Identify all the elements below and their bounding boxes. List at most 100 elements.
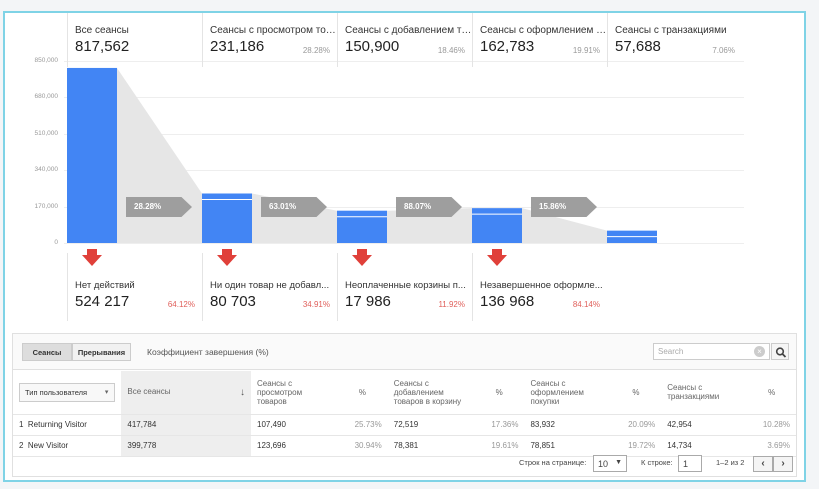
column-header[interactable]: Сеансы с добавлением товаров в корзину (387, 371, 474, 415)
funnel-step-header[interactable]: Сеансы с оформлением п... 162,783 19.91% (472, 13, 607, 67)
gridline (64, 61, 744, 62)
tab-interruptions[interactable]: Прерывания (72, 343, 131, 361)
chevron-right-icon: › (781, 458, 785, 469)
step-percent: 19.91% (572, 46, 600, 55)
cell: 14,734 (661, 435, 748, 457)
funnel-bar[interactable] (337, 210, 387, 243)
cell: 42,954 (661, 414, 748, 436)
column-header[interactable]: % (473, 371, 525, 415)
y-tick-label: 510,000 (34, 129, 59, 137)
cell: 3.69% (747, 435, 796, 457)
exit-arrow-icon (82, 249, 102, 266)
cell: 78,851 (524, 435, 611, 457)
funnel-step-header[interactable]: Сеансы с добавлением то... 150,900 18.46% (337, 13, 472, 67)
column-header[interactable]: % (610, 371, 662, 415)
row-dimension[interactable]: New Visitor (27, 441, 69, 450)
dimension-select[interactable]: Тип пользователя ▾ (19, 382, 116, 402)
rows-per-page-value: 10 (598, 459, 609, 469)
gridline (64, 170, 744, 172)
funnel-step-header[interactable]: Сеансы с транзакциями 57,688 7.06% (607, 13, 742, 67)
cell: 17.36% (473, 414, 525, 436)
exit-step[interactable]: Неоплаченные корзины п... 17 986 11.92% (337, 253, 472, 321)
gridline (64, 133, 744, 135)
funnel-bar[interactable] (67, 67, 117, 243)
funnel-bar[interactable] (202, 193, 252, 243)
y-tick-label: 850,000 (34, 57, 59, 64)
exit-step[interactable]: Ни один товар не добавл... 80 703 34.91% (202, 253, 337, 321)
column-header[interactable]: % (747, 371, 796, 415)
chevron-down-icon: ▼ (615, 459, 622, 466)
goto-row-input[interactable]: 1 (678, 455, 702, 472)
cell: 83,932 (524, 414, 611, 436)
cell: 19.72% (610, 435, 662, 457)
exit-label: Незавершенное оформле... (480, 280, 603, 291)
exit-label: Ни один товар не добавл... (210, 280, 330, 291)
funnel-bar[interactable] (472, 208, 522, 243)
exit-value: 80 703 (210, 293, 256, 310)
chevron-down-icon: ▾ (104, 388, 109, 396)
funnel-step-header[interactable]: Сеансы с просмотром тов... 231,186 28.28% (202, 13, 337, 67)
y-tick-label: 340,000 (34, 166, 59, 174)
funnel-step-header[interactable]: Все сеансы 817,562 (67, 13, 202, 67)
cell: 399,778 (121, 435, 252, 457)
gridline (64, 97, 744, 99)
search-input[interactable]: Search × (653, 343, 770, 360)
cell: 107,490 (251, 414, 338, 436)
page-range: 1–2 из 2 (716, 458, 745, 467)
step-value: 231,186 (210, 38, 265, 55)
step-value: 162,783 (480, 38, 535, 55)
exit-label: Неоплаченные корзины п... (345, 280, 466, 291)
y-tick-label: 680,000 (34, 93, 59, 101)
column-header[interactable]: Сеансы с просмотром товаров (251, 371, 338, 415)
rows-per-page-label: Строк на странице: (519, 458, 587, 467)
exit-percent: 11.92% (438, 300, 465, 309)
next-page-button[interactable]: › (773, 456, 793, 472)
step-label: Сеансы с добавлением то... (345, 25, 472, 36)
cell: 417,784 (121, 414, 252, 436)
funnel-table: Сеансы Прерывания Коэффициент завершения… (12, 333, 797, 477)
goto-row-label: К строке: (641, 458, 673, 467)
column-header[interactable]: % (337, 371, 388, 415)
exit-arrow-icon (487, 249, 507, 266)
row-index: 1 (19, 420, 24, 429)
cell: 78,381 (387, 435, 474, 457)
row-index: 2 (19, 441, 24, 450)
step-label: Сеансы с транзакциями (615, 25, 727, 36)
step-value: 150,900 (345, 38, 400, 55)
gridline (64, 243, 744, 244)
data-table: Тип пользователя ▾ Все сеансы ↓ Сеансы с… (13, 371, 796, 457)
conversion-rate-tag: 28.28% (126, 197, 192, 217)
column-header[interactable]: Все сеансы ↓ (121, 371, 252, 415)
row-dimension[interactable]: Returning Visitor (27, 420, 87, 429)
column-header[interactable]: Сеансы с транзакциями (661, 371, 748, 415)
exit-percent: 84.14% (572, 300, 600, 309)
conversion-rate-tag: 63.01% (261, 197, 327, 217)
conversion-rate-tag: 88.07% (396, 197, 462, 217)
metric-label: Коэффициент завершения (%) (147, 347, 269, 357)
tab-sessions[interactable]: Сеансы (22, 343, 72, 361)
search-button[interactable] (771, 343, 789, 360)
exit-arrow-icon (217, 249, 237, 266)
exit-value: 17 986 (345, 293, 391, 310)
conversion-rate-tag: 15.86% (531, 197, 597, 217)
cell: 20.09% (610, 414, 662, 436)
chevron-left-icon: ‹ (761, 458, 765, 469)
step-percent: 7.06% (712, 46, 735, 55)
table-row: 2 New Visitor 399,778 123,696 30.94% 78,… (13, 435, 796, 457)
exit-step[interactable]: Нет действий 524 217 64.12% (67, 253, 202, 321)
step-percent: 18.46% (437, 46, 465, 55)
exit-value: 136 968 (480, 293, 535, 310)
rows-per-page-select[interactable]: 10 ▼ (593, 455, 627, 472)
exit-percent: 64.12% (167, 300, 195, 309)
clear-icon[interactable]: × (754, 346, 765, 357)
exit-label: Нет действий (75, 280, 135, 291)
prev-page-button[interactable]: ‹ (753, 456, 773, 472)
dimension-label: Тип пользователя (25, 387, 88, 397)
step-label: Сеансы с просмотром тов... (210, 25, 337, 36)
exit-value: 524 217 (75, 293, 130, 310)
column-header[interactable]: Сеансы с оформлением покупки (524, 371, 611, 415)
column-header-label: Все сеансы (127, 386, 171, 396)
table-header-row: Тип пользователя ▾ Все сеансы ↓ Сеансы с… (13, 371, 796, 415)
exit-step[interactable]: Незавершенное оформле... 136 968 84.14% (472, 253, 607, 321)
